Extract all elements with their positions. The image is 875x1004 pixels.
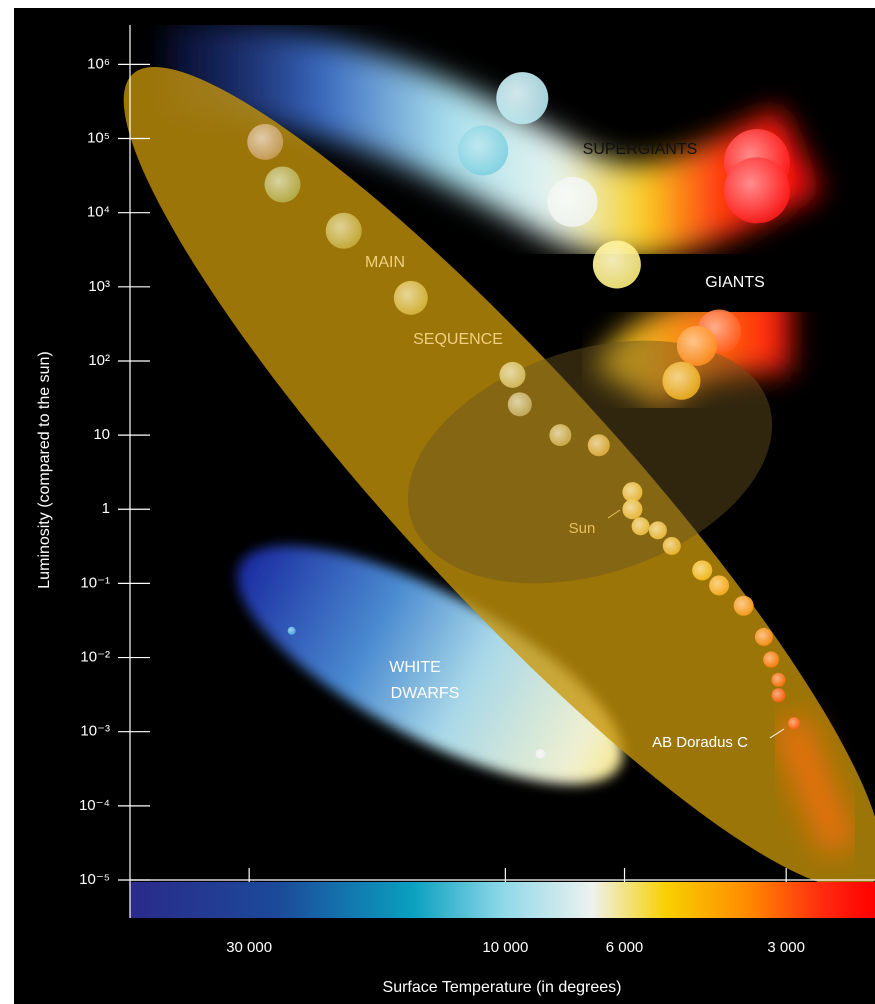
y-tick-label: 10² (88, 352, 110, 369)
supergiant-region (164, 20, 822, 259)
annotation: MAIN (365, 254, 405, 271)
x-tick-label: 10 000 (482, 939, 528, 956)
y-tick-label: 10⁻¹ (80, 574, 110, 591)
y-tick-label: 10⁴ (87, 204, 110, 221)
star-shine (763, 651, 780, 668)
y-tick-label: 10⁶ (87, 55, 110, 72)
star-shine (622, 499, 643, 520)
red-dwarf-tail (771, 713, 859, 857)
sun-leader (607, 509, 621, 519)
star-series (287, 626, 546, 760)
star-shine (631, 517, 650, 536)
star-shine (587, 434, 610, 457)
star-shine (507, 392, 532, 417)
main-sequence-region (123, 66, 875, 890)
star-shine (692, 560, 713, 581)
y-tick-label: 10⁻³ (80, 723, 110, 740)
y-tick-label: 10 (93, 426, 110, 443)
star-shine (592, 240, 641, 289)
x-tick-label: 6 000 (606, 939, 644, 956)
star-shine (547, 176, 598, 227)
annotation: WHITE (389, 659, 441, 676)
y-tick-label: 10⁻⁵ (79, 871, 110, 888)
star-shine (247, 123, 284, 160)
y-axis-label: Luminosity (compared to the sun) (36, 351, 53, 588)
annotation: GIANTS (705, 274, 765, 291)
star-series (247, 123, 801, 730)
y-tick-label: 10⁵ (87, 129, 110, 146)
star-shine (549, 424, 572, 447)
star-shine (648, 521, 667, 540)
star-shine (771, 688, 786, 703)
y-tick-label: 10⁻⁴ (79, 797, 110, 814)
star-shine (754, 627, 773, 646)
y-tick-label: 10³ (88, 278, 110, 295)
star-shine (458, 125, 509, 176)
star-shine (264, 166, 301, 203)
sun-region (407, 340, 773, 584)
annotation: SEQUENCE (413, 331, 503, 348)
star-shine (676, 325, 717, 366)
y-tick-label: 1 (102, 500, 110, 517)
star-shine (535, 749, 546, 760)
annotation: SUPERGIANTS (583, 141, 698, 158)
y-tick-label: 10⁻² (80, 649, 110, 666)
star-shine (499, 361, 526, 388)
annotation: Sun (569, 520, 596, 537)
star-shine (393, 280, 428, 315)
star-shine (325, 212, 362, 249)
star-shine (723, 157, 790, 224)
white-dwarf-region (237, 545, 623, 785)
star-shine (496, 72, 549, 125)
star-shine (788, 717, 801, 730)
star-shine (662, 361, 701, 400)
abdor-leader (769, 728, 785, 739)
star-shine (662, 536, 681, 555)
x-tick-label: 30 000 (226, 939, 272, 956)
temperature-colorbar (130, 882, 875, 918)
star-shine (771, 672, 786, 687)
x-tick-label: 3 000 (767, 939, 805, 956)
star-shine (287, 626, 296, 635)
star-series (458, 72, 790, 400)
star-shine (622, 482, 643, 503)
x-axis-label: Surface Temperature (in degrees) (383, 979, 622, 996)
star-shine (709, 575, 730, 596)
annotation: AB Doradus C (652, 734, 748, 751)
annotation: DWARFS (391, 685, 460, 702)
star-shine (733, 595, 754, 616)
